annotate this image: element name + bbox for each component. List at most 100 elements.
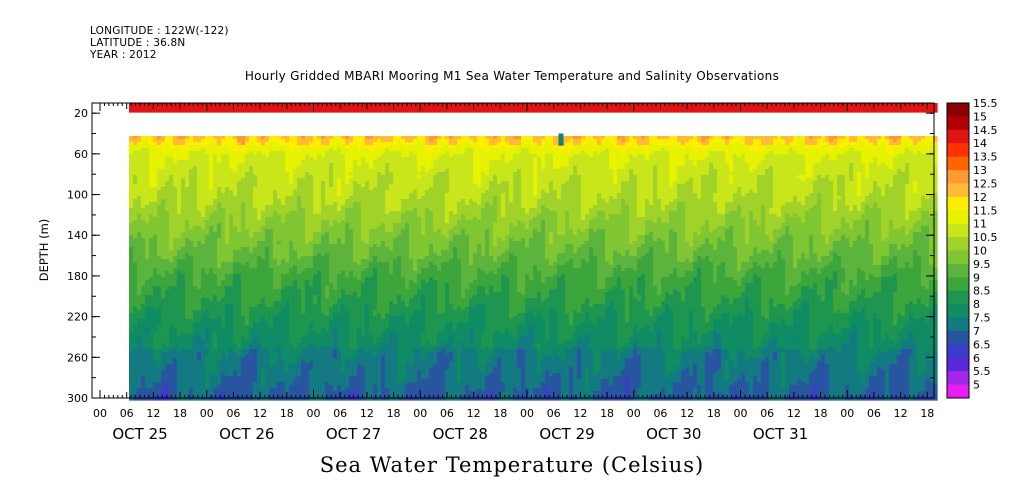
- field-cell: [257, 238, 262, 242]
- field-cell: [253, 163, 258, 167]
- field-cell: [281, 325, 286, 329]
- field-cell: [297, 184, 302, 188]
- field-cell: [157, 328, 162, 332]
- field-cell: [149, 253, 154, 257]
- field-cell: [345, 169, 350, 173]
- field-cell: [209, 310, 214, 314]
- field-cell: [297, 253, 302, 257]
- field-cell: [325, 169, 330, 173]
- field-cell: [321, 256, 326, 260]
- field-cell: [217, 163, 222, 167]
- field-cell: [149, 283, 154, 287]
- field-cell: [345, 310, 350, 314]
- field-cell: [161, 247, 166, 251]
- field-cell: [329, 283, 334, 287]
- field-cell: [285, 139, 290, 143]
- field-cell: [325, 244, 330, 248]
- field-cell: [181, 193, 186, 197]
- field-cell: [301, 202, 306, 206]
- field-cell: [265, 319, 270, 323]
- field-cell: [333, 283, 338, 287]
- field-cell: [305, 250, 310, 254]
- field-cell: [297, 364, 302, 368]
- field-cell: [329, 265, 334, 269]
- field-cell: [337, 280, 342, 284]
- field-cell: [141, 388, 146, 392]
- field-cell: [305, 214, 310, 218]
- field-cell: [241, 337, 246, 341]
- field-cell: [209, 361, 214, 365]
- field-cell: [149, 259, 154, 263]
- field-cell: [169, 382, 174, 386]
- field-cell: [337, 304, 342, 308]
- field-cell: [325, 106, 330, 110]
- field-cell: [321, 370, 326, 374]
- field-cell: [293, 175, 298, 179]
- field-cell: [209, 217, 214, 221]
- field-cell: [165, 223, 170, 227]
- field-cell: [281, 199, 286, 203]
- field-cell: [129, 289, 134, 293]
- field-cell: [205, 268, 210, 272]
- field-cell: [285, 373, 290, 377]
- field-cell: [193, 394, 198, 398]
- field-cell: [213, 184, 218, 188]
- field-cell: [181, 211, 186, 215]
- field-cell: [157, 313, 162, 317]
- field-cell: [333, 136, 338, 140]
- field-cell: [341, 208, 346, 212]
- field-cell: [249, 238, 254, 242]
- field-cell: [317, 166, 322, 170]
- field-cell: [165, 382, 170, 386]
- field-cell: [265, 337, 270, 341]
- field-cell: [333, 244, 338, 248]
- field-cell: [345, 106, 350, 110]
- field-cell: [169, 232, 174, 236]
- field-cell: [185, 382, 190, 386]
- field-cell: [193, 169, 198, 173]
- field-cell: [341, 223, 346, 227]
- field-cell: [265, 274, 270, 278]
- field-cell: [145, 139, 150, 143]
- field-cell: [301, 175, 306, 179]
- field-cell: [145, 181, 150, 185]
- field-cell: [317, 301, 322, 305]
- field-cell: [245, 253, 250, 257]
- field-cell: [293, 160, 298, 164]
- field-cell: [345, 208, 350, 212]
- field-cell: [173, 166, 178, 170]
- field-cell: [153, 190, 158, 194]
- field-cell: [153, 229, 158, 233]
- field-cell: [129, 199, 134, 203]
- field-cell: [153, 160, 158, 164]
- field-cell: [245, 307, 250, 311]
- field-cell: [245, 361, 250, 365]
- field-cell: [201, 307, 206, 311]
- field-cell: [145, 313, 150, 317]
- field-cell: [341, 136, 346, 140]
- field-cell: [221, 253, 226, 257]
- field-cell: [153, 388, 158, 392]
- field-cell: [161, 250, 166, 254]
- field-cell: [261, 397, 266, 401]
- field-cell: [237, 250, 242, 254]
- field-cell: [305, 364, 310, 368]
- field-cell: [269, 313, 274, 317]
- field-cell: [221, 307, 226, 311]
- field-cell: [241, 385, 246, 389]
- field-cell: [165, 328, 170, 332]
- field-cell: [165, 169, 170, 173]
- field-cell: [297, 274, 302, 278]
- field-cell: [325, 211, 330, 215]
- field-cell: [305, 202, 310, 206]
- field-cell: [209, 145, 214, 149]
- field-cell: [237, 379, 242, 383]
- field-cell: [221, 250, 226, 254]
- field-cell: [165, 145, 170, 149]
- field-cell: [321, 148, 326, 152]
- field-cell: [205, 190, 210, 194]
- field-cell: [337, 316, 342, 320]
- field-cell: [205, 301, 210, 305]
- field-cell: [137, 268, 142, 272]
- field-cell: [293, 244, 298, 248]
